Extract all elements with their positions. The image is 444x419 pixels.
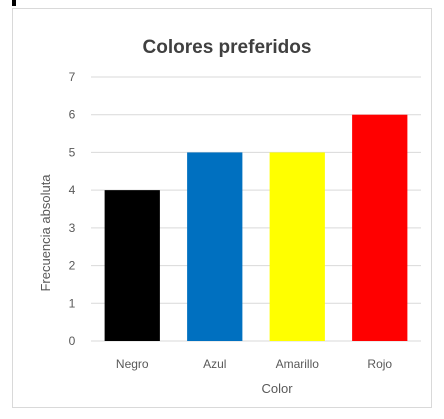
- y-tick-label: 3: [69, 221, 76, 235]
- x-tick-label: Rojo: [367, 357, 392, 371]
- y-tick-label: 7: [69, 70, 76, 84]
- x-tick-label: Negro: [116, 357, 149, 371]
- y-tick-label: 4: [69, 183, 76, 197]
- chart-title: Colores preferidos: [143, 37, 312, 58]
- y-axis-label: Frecuencia absoluta: [38, 174, 53, 292]
- y-tick-label: 0: [69, 334, 76, 348]
- y-tick-label: 5: [69, 145, 76, 159]
- y-tick-labels: 0 1 2 3 4 5 6 7: [69, 70, 76, 348]
- y-tick-label: 1: [69, 296, 76, 310]
- x-tick-label: Amarillo: [276, 357, 320, 371]
- x-tick-label: Azul: [203, 357, 226, 371]
- cropped-heading-fragment: [0, 0, 60, 8]
- bar-negro: [104, 190, 160, 341]
- y-tick-label: 6: [69, 108, 76, 122]
- bar-azul: [187, 152, 243, 341]
- x-axis-label: Color: [261, 381, 293, 396]
- chart-frame: Colores preferidos 0 1 2 3 4 5 6 7 Negro Azul Ama…: [12, 8, 432, 408]
- bar-amarillo: [269, 152, 325, 341]
- bars: [104, 114, 408, 341]
- x-tick-labels: Negro Azul Amarillo Rojo: [116, 357, 393, 371]
- bar-chart: Colores preferidos 0 1 2 3 4 5 6 7 Negro Azul Ama…: [38, 37, 421, 396]
- y-tick-label: 2: [69, 259, 76, 273]
- bar-rojo: [352, 114, 408, 341]
